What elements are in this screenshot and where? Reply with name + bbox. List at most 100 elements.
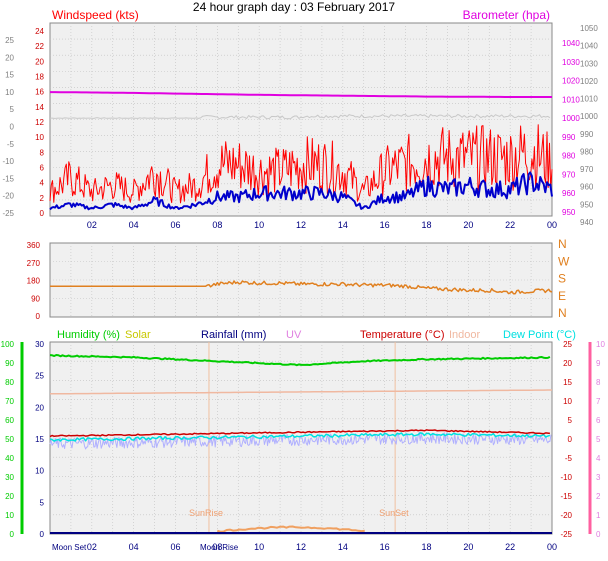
wind-direction-line <box>50 280 553 295</box>
barometer-legend: Barometer (hpa) <box>463 8 550 22</box>
windspeed-outer-axis-tick: 25 <box>5 36 14 45</box>
direction-degrees-axis: 360 270 180 90 0 <box>27 241 41 321</box>
page-title: 24 hour graph day : 03 February 2017 <box>193 0 395 14</box>
barometer-outer-axis-tick: 940 <box>580 218 594 227</box>
rainfall-axis: 30 25 20 15 10 5 0 <box>35 340 44 539</box>
x-tick-label: 22 <box>505 220 515 230</box>
windspeed-axis-tick: 12 <box>35 118 44 127</box>
humidity-axis-tick: 50 <box>5 435 14 444</box>
uv-axis-tick: 4 <box>596 454 601 463</box>
temp-series <box>49 354 552 534</box>
temperature-axis-tick: 0 <box>568 435 573 444</box>
dewpoint-line <box>49 432 551 442</box>
temperature-axis: 25 20 15 10 5 0 -5 -10 -15 -20 -25 <box>560 340 572 539</box>
barometer-outer-axis-tick: 990 <box>580 130 594 139</box>
humidity-axis-tick: 70 <box>5 397 14 406</box>
uv-legend: UV <box>286 329 302 341</box>
temperature-axis-tick: -15 <box>560 492 572 501</box>
windspeed-line <box>49 124 553 204</box>
uv-axis-tick: 7 <box>596 397 601 406</box>
x-tick-label: 00 <box>547 220 557 230</box>
direction-compass-axis-tick: S <box>558 272 566 286</box>
windspeed-axis-tick: 14 <box>35 103 44 112</box>
wind-baro-panel: Windspeed (kts) Barometer (hpa) 24222018… <box>2 8 598 230</box>
uv-axis-tick: 8 <box>596 378 601 387</box>
windspeed-axis-tick: 22 <box>35 42 44 51</box>
uv-axis-tick: 2 <box>596 492 601 501</box>
uv-axis-tick: 5 <box>596 435 601 444</box>
rainfall-axis-tick: 10 <box>35 467 44 476</box>
sunrise-label: SunRise <box>189 508 223 518</box>
temperature-axis-tick: -5 <box>565 454 573 463</box>
x-tick-label: 00 <box>547 542 557 552</box>
average-wind-line <box>49 171 553 211</box>
direction-compass-axis-tick: E <box>558 289 566 303</box>
wind-x-axis: 02 04 06 08 10 12 14 16 18 20 22 00 <box>87 220 557 230</box>
humidity-axis-tick: 90 <box>5 359 14 368</box>
rainfall-axis-tick: 30 <box>35 340 44 349</box>
windspeed-outer-axis-tick: -15 <box>2 174 14 183</box>
temperature-axis-tick: 10 <box>563 397 572 406</box>
windspeed-axis-tick: 20 <box>35 57 44 66</box>
barometer-trend-line <box>50 113 551 120</box>
direction-degrees-axis-tick: 270 <box>27 259 41 268</box>
humidity-axis-tick: 30 <box>5 473 14 482</box>
x-tick-label: 18 <box>421 542 431 552</box>
direction-series <box>50 280 553 295</box>
humidity-axis-tick: 10 <box>5 511 14 520</box>
windspeed-outer-axis-tick: 15 <box>5 71 14 80</box>
barometer-axis-tick: 1020 <box>562 77 580 86</box>
temperature-line <box>49 429 551 438</box>
x-tick-label: 02 <box>87 220 97 230</box>
windspeed-outer-axis-tick: 10 <box>5 88 14 97</box>
windspeed-axis-tick: 18 <box>35 73 44 82</box>
direction-degrees-axis-tick: 90 <box>31 294 40 303</box>
x-tick-label: 10 <box>254 542 264 552</box>
windspeed-legend: Windspeed (kts) <box>52 8 139 22</box>
humidity-axis-tick: 0 <box>10 530 15 539</box>
x-tick-label: 20 <box>463 542 473 552</box>
windspeed-outer-axis: 25 20 15 10 5 0 -5 -10 -15 -20 -25 <box>2 36 14 218</box>
windspeed-axis-tick: 0 <box>40 209 45 218</box>
x-tick-label: 16 <box>380 220 390 230</box>
wind-grid <box>50 23 552 216</box>
windspeed-axis-tick: 16 <box>35 88 44 97</box>
barometer-outer-axis-tick: 1020 <box>580 77 598 86</box>
uv-axis-tick: 0 <box>596 530 601 539</box>
barometer-axis-tick: 950 <box>562 208 576 217</box>
rainfall-axis-tick: 0 <box>40 530 45 539</box>
x-tick-label: 20 <box>463 220 473 230</box>
barometer-axis-tick: 1030 <box>562 58 580 67</box>
temp-humidity-panel: SunRise SunSet Moon Set Moon Rise Humidity … <box>1 329 606 552</box>
humidity-legend: Humidity (%) <box>57 329 120 341</box>
windspeed-outer-axis-tick: -10 <box>2 157 14 166</box>
x-tick-label: 04 <box>129 220 139 230</box>
barometer-outer-axis-tick: 1050 <box>580 24 598 33</box>
indoor-legend: Indoor <box>449 329 481 341</box>
uv-axis-tick: 9 <box>596 359 601 368</box>
uv-axis-tick: 6 <box>596 416 601 425</box>
rainfall-axis-tick: 5 <box>40 498 45 507</box>
moon-rise-label: Moon Rise <box>200 543 239 552</box>
barometer-axis-tick: 990 <box>562 133 576 142</box>
barometer-axis-tick: 1040 <box>562 39 580 48</box>
barometer-outer-axis-tick: 950 <box>580 200 594 209</box>
uv-axis-tick: 1 <box>596 511 601 520</box>
humidity-axis-tick: 80 <box>5 378 14 387</box>
x-tick-label: 10 <box>254 220 264 230</box>
rainfall-axis-tick: 15 <box>35 435 44 444</box>
uv-axis-tick: 3 <box>596 473 601 482</box>
temp-x-axis: 02 04 06 08 10 12 14 16 18 20 22 00 <box>87 542 557 552</box>
direction-compass-axis-tick: N <box>558 237 567 251</box>
x-tick-label: 12 <box>296 220 306 230</box>
windspeed-outer-axis-tick: 5 <box>10 105 15 114</box>
direction-degrees-axis-tick: 360 <box>27 241 41 250</box>
temperature-axis-tick: 5 <box>568 416 573 425</box>
x-tick-label: 14 <box>338 220 348 230</box>
dewpoint-legend: Dew Point (°C) <box>503 329 576 341</box>
temperature-axis-tick: -20 <box>560 511 572 520</box>
